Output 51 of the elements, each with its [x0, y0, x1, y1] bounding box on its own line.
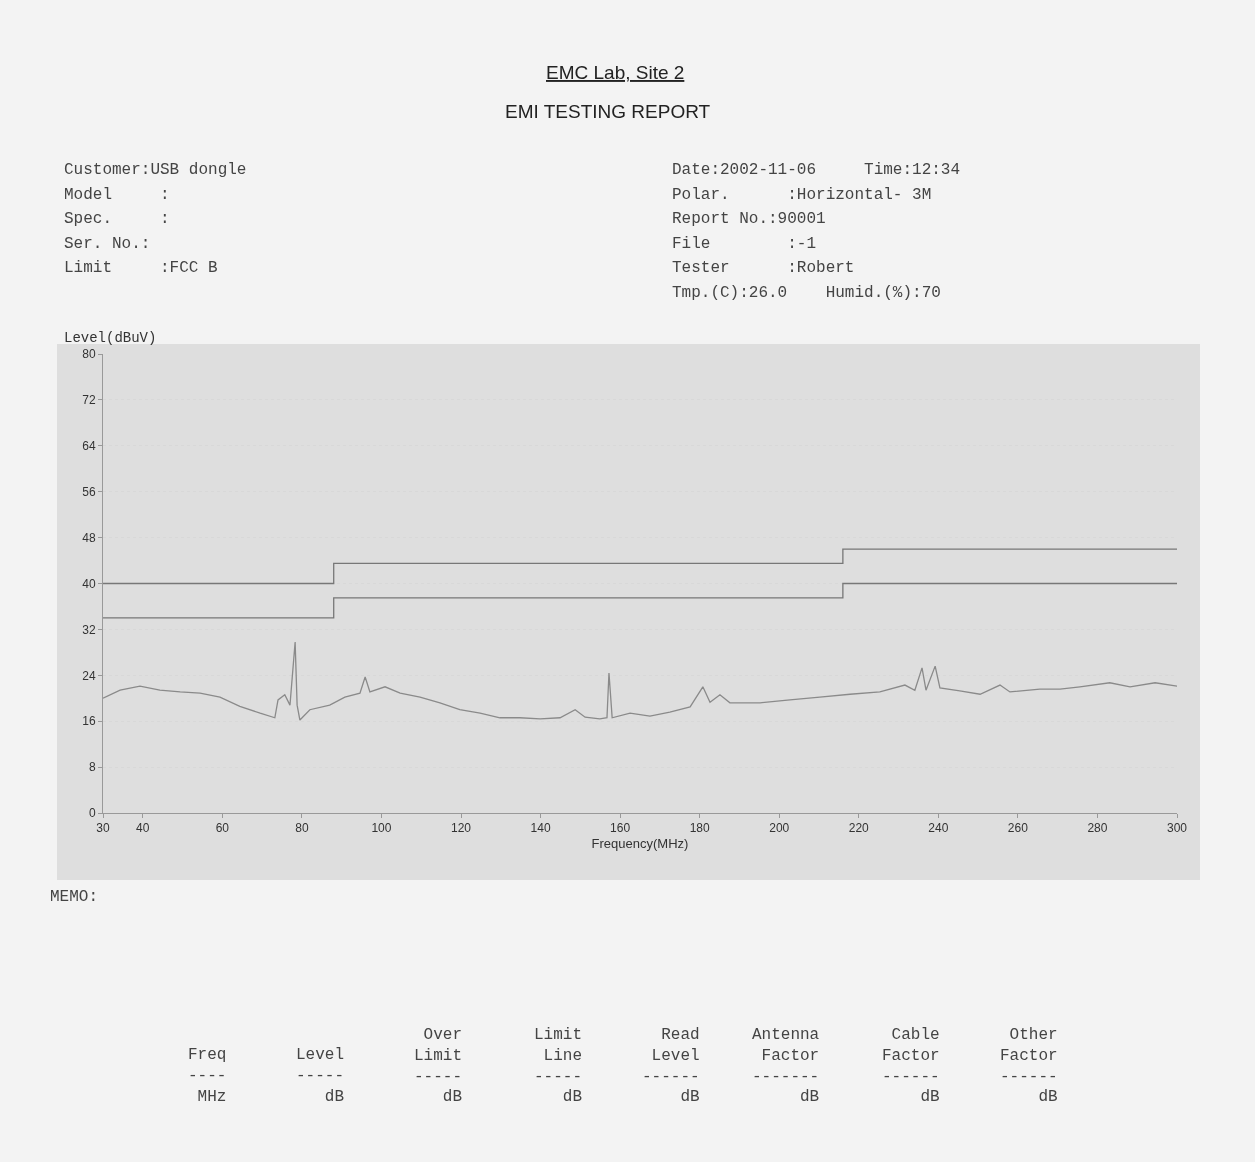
text: Level ----- dB	[296, 1046, 345, 1106]
text: Date:2002-11-06 Time:12:34	[672, 161, 961, 179]
x-tick-label: 60	[215, 821, 230, 836]
x-tick-label: 260	[1007, 821, 1029, 836]
y-tick-label: 0	[88, 806, 96, 821]
text: Read Level ------ dB	[642, 1026, 700, 1107]
y-tick-label: 56	[82, 484, 96, 499]
text: Limit :FCC B	[64, 259, 218, 277]
text: Limit Line ----- dB	[534, 1026, 583, 1107]
x-tick-label: 30	[96, 821, 110, 836]
text: Over Limit ----- dB	[414, 1026, 463, 1107]
text: Other Factor ------ dB	[1000, 1026, 1058, 1107]
y-tick-label: 16	[82, 714, 96, 729]
y-tick-label: 80	[82, 347, 96, 362]
x-tick-label: 80	[295, 821, 309, 836]
x-tick-label: 140	[530, 821, 551, 836]
x-axis-title: Frequency(MHz)	[591, 836, 689, 851]
y-tick-label: 72	[82, 393, 96, 408]
line-series	[103, 641, 1177, 721]
text: Polar. :Horizontal- 3M	[672, 186, 932, 204]
y-tick-label: 8	[88, 760, 96, 775]
text: Freq ---- MHz	[188, 1046, 227, 1106]
text: MEMO:	[50, 888, 99, 906]
x-tick-label: 120	[450, 821, 472, 836]
text: Model :	[64, 186, 170, 204]
text: Cable Factor ------ dB	[882, 1026, 940, 1107]
x-tick-label: 40	[136, 821, 150, 836]
text: File :-1	[672, 235, 817, 253]
chart-title: EMC Lab, Site 2	[546, 62, 685, 83]
x-tick-label: 100	[371, 821, 392, 836]
text: Tester :Robert	[672, 259, 855, 277]
chart-subtitle: EMI TESTING REPORT	[505, 101, 711, 122]
y-tick-label: 40	[82, 576, 96, 591]
x-tick-label: 220	[848, 821, 870, 836]
text: Antenna Factor ------- dB	[752, 1026, 820, 1107]
x-tick-label: 180	[689, 821, 710, 836]
text: Report No.:90001	[672, 210, 826, 228]
text: Tmp.(C):26.0 Humid.(%):70	[672, 284, 941, 302]
y-tick-label: 48	[82, 530, 96, 545]
text: Customer:USB dongle	[64, 161, 247, 179]
text: Spec. :	[64, 210, 170, 228]
x-tick-label: 240	[928, 821, 949, 836]
x-tick-label: 300	[1166, 821, 1188, 836]
x-tick-label: 200	[769, 821, 790, 836]
y-tick-label: 24	[82, 668, 96, 683]
y-tick-label: 32	[82, 622, 96, 637]
y-tick-label: 64	[82, 439, 96, 453]
x-tick-label: 280	[1087, 821, 1108, 836]
text: Ser. No.:	[64, 235, 151, 253]
x-tick-label: 160	[610, 821, 631, 836]
y-axis-title: Level(dBuV)	[64, 330, 157, 346]
